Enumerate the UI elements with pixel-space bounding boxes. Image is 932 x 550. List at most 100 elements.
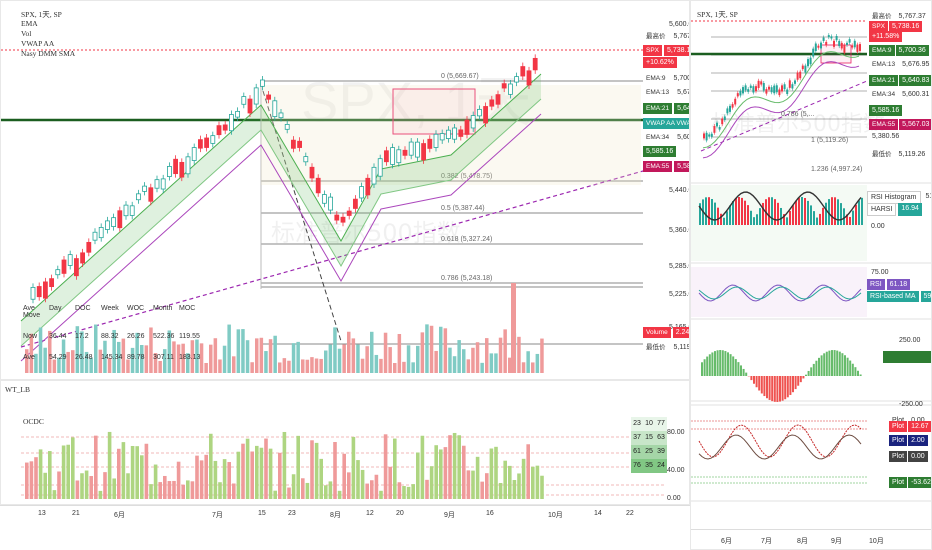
harsi-bar	[822, 207, 824, 225]
right-fib-label: 1 (5,119.26)	[811, 137, 849, 144]
occ-bar	[508, 465, 512, 499]
candle-body	[433, 133, 439, 148]
price-tag-value: 2.2426	[672, 327, 689, 338]
right-price-tag-value: 5,640.83	[899, 75, 931, 86]
occ-bar	[126, 473, 130, 499]
ave-table-cell: Day	[49, 305, 62, 312]
date-label: 9月	[444, 512, 455, 519]
macd-bar	[703, 359, 706, 376]
macd-bar	[773, 376, 776, 402]
occ-bar	[489, 448, 494, 499]
right-price-tag-row: EMA:13 5,676.95	[869, 59, 931, 70]
volume-bar	[130, 347, 135, 373]
volume-bar	[365, 346, 369, 373]
occ-bar	[517, 473, 521, 499]
volume-bar	[374, 354, 379, 373]
occ-table-cell: 63	[657, 434, 665, 441]
right-candle-body	[757, 80, 760, 89]
occ-bar	[393, 438, 397, 499]
volume-bar	[457, 340, 461, 373]
macd-bar	[760, 376, 763, 394]
occ-bar	[43, 472, 47, 499]
occ-bar	[485, 473, 489, 499]
occ-bar	[475, 456, 480, 499]
candle-body	[501, 83, 507, 89]
volume-bar	[61, 339, 66, 373]
volume-bar	[94, 324, 98, 373]
right-chart-canvas[interactable]: 标准普尔500指数	[691, 1, 932, 550]
ave-table-cell: Ave	[23, 354, 35, 361]
volume-bar	[498, 337, 503, 373]
candle-body	[321, 194, 327, 204]
rsi2-label-row: RSI 61.18	[867, 279, 911, 290]
volume-bar	[241, 329, 245, 373]
main-chart-canvas[interactable]: SPX, 1天标准普尔500指数0 (5,669.67)0.382 (5,478…	[1, 1, 690, 380]
occ-table-cell: 15	[645, 434, 653, 441]
macd-bar	[737, 362, 740, 376]
volume-bar	[80, 331, 84, 373]
price-tag-name: EMA:9	[643, 73, 669, 84]
right-price-tag-value: 5,119.26	[895, 149, 929, 160]
occ-bar	[365, 483, 369, 499]
right-candle-body	[739, 90, 742, 96]
right-candle-body	[801, 65, 804, 70]
occ-bar	[374, 474, 379, 499]
occ-bar	[535, 465, 540, 499]
harsi-bar	[714, 202, 716, 225]
macd-bar	[734, 359, 737, 376]
plot-tag-name: Plot	[889, 421, 908, 432]
volume-bar	[29, 333, 34, 373]
volume-bar	[149, 327, 153, 373]
main-chart-pane[interactable]: SPX, 1天标准普尔500指数0 (5,669.67)0.382 (5,478…	[0, 0, 690, 380]
occ-bar	[498, 482, 503, 499]
occ-bar	[512, 480, 517, 499]
main-date-axis[interactable]: 13 21 6月 7月 15 23 8月 12 20 9月 16 10月 14 22	[0, 505, 690, 525]
candle-body	[197, 139, 203, 149]
price-tag-value: 5,676.95	[674, 87, 689, 98]
candle-body	[489, 99, 495, 107]
volume-bar	[112, 329, 116, 373]
fib-zone	[261, 85, 641, 185]
fib-label: 0.382 (5,478.75)	[441, 173, 492, 180]
candle-body	[98, 227, 104, 239]
volume-bar	[255, 338, 259, 373]
occ-bar	[264, 438, 268, 499]
right-candle-body	[835, 35, 838, 41]
macd-bar	[721, 350, 724, 376]
occ-bar	[466, 470, 471, 499]
candle-body	[526, 70, 532, 86]
right-price-tag-name: 最高价	[869, 11, 895, 22]
right-price-tag-value: 5,700.36	[895, 45, 929, 56]
right-date-axis[interactable]: 6月 7月 8月 9月 10月	[691, 529, 931, 549]
harsi-bar	[819, 213, 821, 225]
right-date-label: 8月	[797, 538, 808, 545]
occ-bar	[222, 459, 227, 499]
candle-body	[402, 149, 408, 156]
occ-chart-canvas[interactable]	[1, 381, 690, 505]
ave-table-cell: 145.34	[101, 354, 123, 361]
right-price-tag-name: EMA:13	[869, 59, 899, 70]
right-price-tag-value: +11.58%	[869, 31, 903, 42]
volume-bar	[52, 359, 57, 373]
candle-body	[55, 269, 61, 276]
right-candle-body	[840, 42, 843, 49]
trend-line	[20, 170, 644, 348]
macd-bar	[828, 350, 831, 376]
right-price-tag-row: +11.58%	[869, 31, 903, 42]
right-chart-pane[interactable]: 标准普尔500指数 SPX, 1天, SP 最高价 5,767.37 SPX 5,73…	[690, 0, 932, 550]
rsi2-tick: 75.00	[871, 269, 889, 276]
price-tag-value: 5,640.83	[674, 103, 689, 114]
candle-body	[185, 156, 191, 175]
occ-bar	[282, 431, 287, 499]
ave-table-row: Ave 54.29 26.48 145.34 89.78 307.11 183.13	[23, 354, 201, 361]
right-candle-body	[770, 87, 773, 93]
occ-bar	[324, 485, 328, 499]
harsi-bar	[825, 202, 827, 225]
macd-bar	[714, 351, 716, 376]
volume-bar	[434, 350, 438, 373]
right-candle-body	[799, 71, 802, 79]
occ-chart-pane[interactable]: WT_LB OCDC 23 10 77 37 15 63 61 25 39 76 35 24 80.0…	[0, 380, 690, 505]
occ-bar	[52, 490, 57, 499]
price-tag-value: 5,700.36	[670, 73, 689, 84]
